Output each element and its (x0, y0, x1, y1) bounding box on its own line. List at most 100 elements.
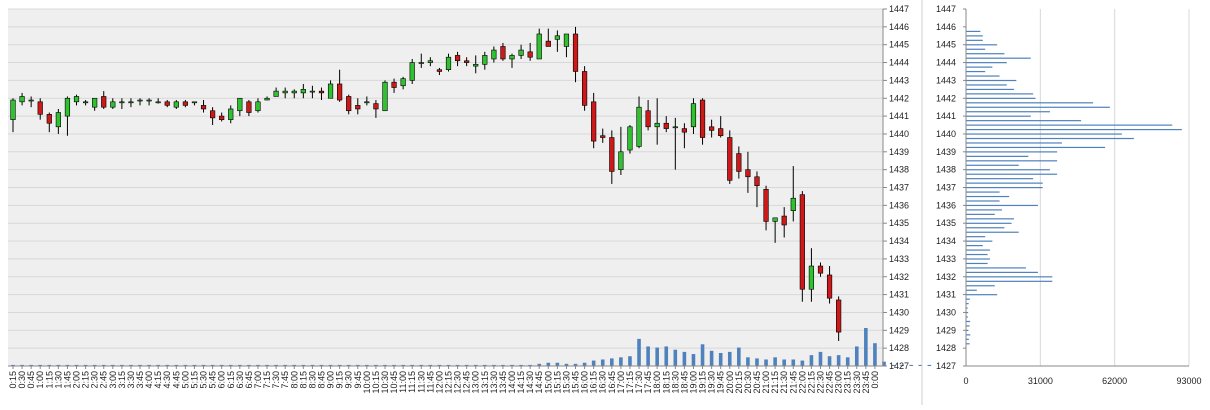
candle-body (191, 101, 198, 104)
volume-bar (492, 364, 496, 366)
y-tick-label: 1434 (889, 236, 909, 246)
volume-bar (283, 364, 287, 366)
x-tick-label: 7:15 (262, 371, 272, 389)
x-tick-label: 0:15 (8, 371, 18, 389)
volume-bar (192, 364, 197, 366)
profile-bar (966, 334, 971, 336)
volume-bar (355, 364, 360, 366)
volume-bar (691, 354, 696, 366)
volume-bar (682, 351, 687, 366)
volume-bar (247, 364, 251, 366)
volume-bar (673, 349, 678, 366)
candle-body (327, 83, 334, 99)
profile-bar (966, 209, 1002, 211)
profile-bar (966, 240, 993, 242)
candle-body (28, 99, 34, 102)
profile-bar (966, 44, 998, 46)
x-tick-label: 8:15 (298, 371, 308, 389)
x-tick-label: 6:00 (217, 371, 227, 389)
x-tick-label: 13:45 (498, 371, 508, 394)
profile-bar (966, 146, 1106, 149)
volume-bar (718, 352, 723, 366)
candle-body (19, 96, 25, 103)
y-tick-label: 1428 (889, 343, 909, 353)
x-tick-label: 18:30 (670, 371, 680, 394)
candle-body (200, 105, 207, 110)
candle-body (391, 81, 397, 88)
volume-bar (755, 358, 759, 366)
x-tick-label: 17:00 (616, 371, 626, 394)
x-tick-label: 3:00 (108, 371, 118, 389)
profile-bar (966, 79, 1017, 82)
candle-body (718, 128, 724, 137)
x-tick-label: 19:30 (707, 371, 717, 394)
profile-y-tick-label: 1430 (936, 307, 956, 317)
profile-bar (966, 97, 1036, 99)
profile-bar (966, 222, 1012, 224)
candle-body (473, 64, 479, 67)
volume-bar (537, 363, 542, 366)
profile-y-tick-label: 1447 (936, 4, 956, 14)
x-tick-label: 14:30 (525, 371, 535, 394)
y-tick-label: 1430 (889, 307, 909, 317)
volume-bars (11, 328, 932, 366)
x-tick-label: 3:30 (126, 371, 136, 389)
profile-bar (966, 155, 1029, 157)
candle-body (318, 90, 325, 94)
profile-bar (966, 88, 1014, 91)
candle-body (210, 110, 216, 119)
x-tick-label: 21:00 (761, 371, 771, 394)
profile-bar (966, 204, 1038, 207)
volume-bar (836, 355, 841, 366)
candle-body (119, 101, 125, 104)
y-tick-label: 1432 (889, 272, 909, 282)
profile-bar (966, 267, 1026, 269)
volume-bar (265, 364, 269, 366)
volume-bar (845, 357, 850, 366)
profile-bar (966, 271, 1038, 273)
volume-bar (156, 364, 160, 366)
candle-body (55, 112, 61, 128)
candle-body (772, 217, 778, 222)
candle-body (264, 97, 270, 101)
volume-bar (637, 338, 641, 366)
y-tick-label: 1437 (889, 183, 909, 193)
candle-body (754, 176, 760, 187)
profile-bar (966, 338, 969, 340)
volume-bar (873, 343, 877, 366)
profile-bar (966, 325, 970, 327)
volume-bar (111, 364, 115, 366)
candle-body (273, 90, 279, 97)
candle-body (427, 60, 433, 63)
profile-bar (966, 343, 970, 345)
x-tick-label: 6:15 (226, 371, 236, 389)
candle-body (591, 101, 597, 142)
candle-body (155, 101, 161, 104)
volume-bar (528, 364, 532, 366)
volume-bar (410, 364, 415, 366)
x-tick-label: 12:00 (434, 371, 444, 394)
x-tick-label: 15:00 (543, 371, 553, 394)
volume-bar (519, 364, 523, 366)
x-tick-label: 10:15 (371, 371, 381, 394)
volume-bar (337, 364, 342, 366)
volume-bar (20, 364, 24, 366)
profile-bars (966, 30, 1182, 345)
y-tick-label: 1433 (889, 254, 909, 264)
profile-y-tick-label: 1431 (936, 290, 956, 300)
x-tick-label: 2:00 (72, 371, 82, 389)
profile-bar (966, 111, 1050, 113)
profile-y-tick-label: 1437 (936, 183, 956, 193)
x-tick-label: 13:15 (480, 371, 490, 394)
candle-body (654, 122, 660, 128)
x-tick-label: 20:45 (752, 371, 762, 394)
x-tick-label: 14:00 (507, 371, 517, 394)
profile-bar (966, 120, 1082, 122)
volume-bar (47, 364, 52, 366)
candle-body (727, 137, 733, 181)
profile-bar (966, 245, 983, 247)
x-tick-label: 19:45 (716, 371, 726, 394)
profile-bar (966, 35, 983, 37)
volume-bar (891, 364, 895, 366)
volume-bar (256, 364, 260, 366)
